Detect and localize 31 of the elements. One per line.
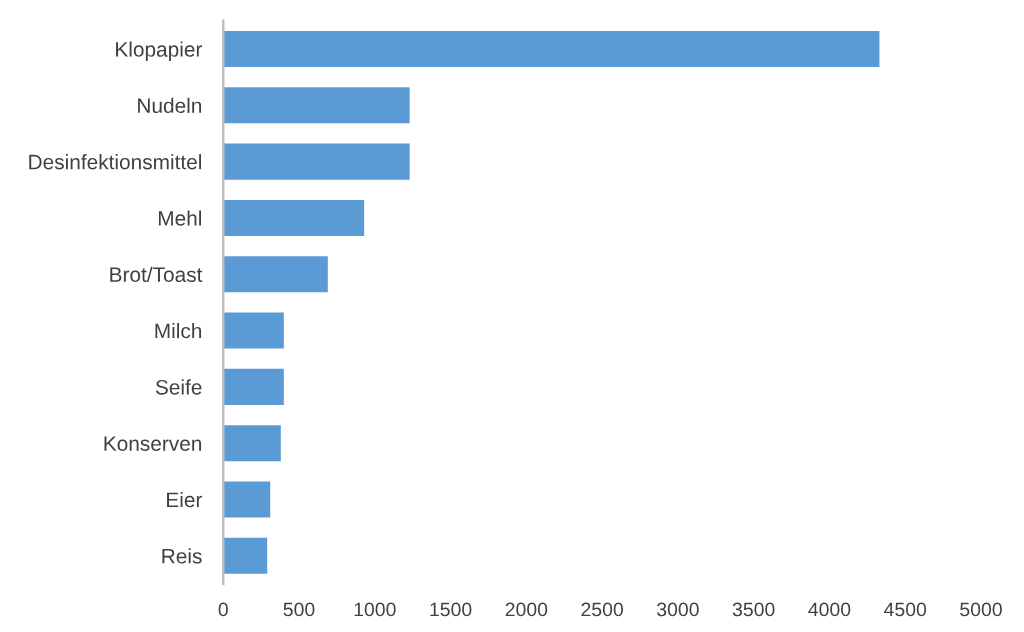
x-tick-label: 5000	[960, 602, 1002, 617]
y-tick-label: Reis	[162, 548, 202, 564]
x-tick-label: 3000	[657, 602, 699, 617]
x-tick-label: 4500	[884, 602, 927, 617]
x-tick-label: 1000	[354, 602, 396, 617]
x-tick-label: 4000	[808, 602, 851, 617]
x-tick-label: 500	[283, 602, 315, 617]
y-tick-label: Klopapier	[116, 41, 203, 61]
y-tick-label: Nudeln	[138, 97, 202, 114]
bar	[223, 143, 410, 180]
bar	[223, 30, 880, 68]
x-tick-label: 1500	[430, 602, 472, 617]
bar	[223, 256, 328, 293]
bar	[223, 312, 284, 349]
bar	[223, 87, 410, 124]
x-tick-label: 0	[218, 602, 228, 617]
y-tick-label: Eier	[167, 491, 203, 508]
y-tick-label: Milch	[155, 323, 202, 339]
bar	[223, 368, 284, 405]
x-tick-label: 2500	[581, 602, 623, 617]
y-tick-label: Brot/Toast	[110, 266, 203, 283]
x-tick-label: 3500	[732, 602, 775, 617]
y-tick-label: Seife	[155, 379, 202, 395]
bar	[223, 199, 365, 236]
x-tick-label: 2000	[505, 602, 548, 617]
bar	[223, 537, 268, 574]
y-tick-label: Mehl	[158, 210, 202, 226]
bar	[223, 481, 271, 518]
y-tick-label: Desinfektionsmittel	[29, 154, 202, 170]
bar	[223, 425, 281, 462]
y-tick-label: Konserven	[104, 436, 202, 451]
